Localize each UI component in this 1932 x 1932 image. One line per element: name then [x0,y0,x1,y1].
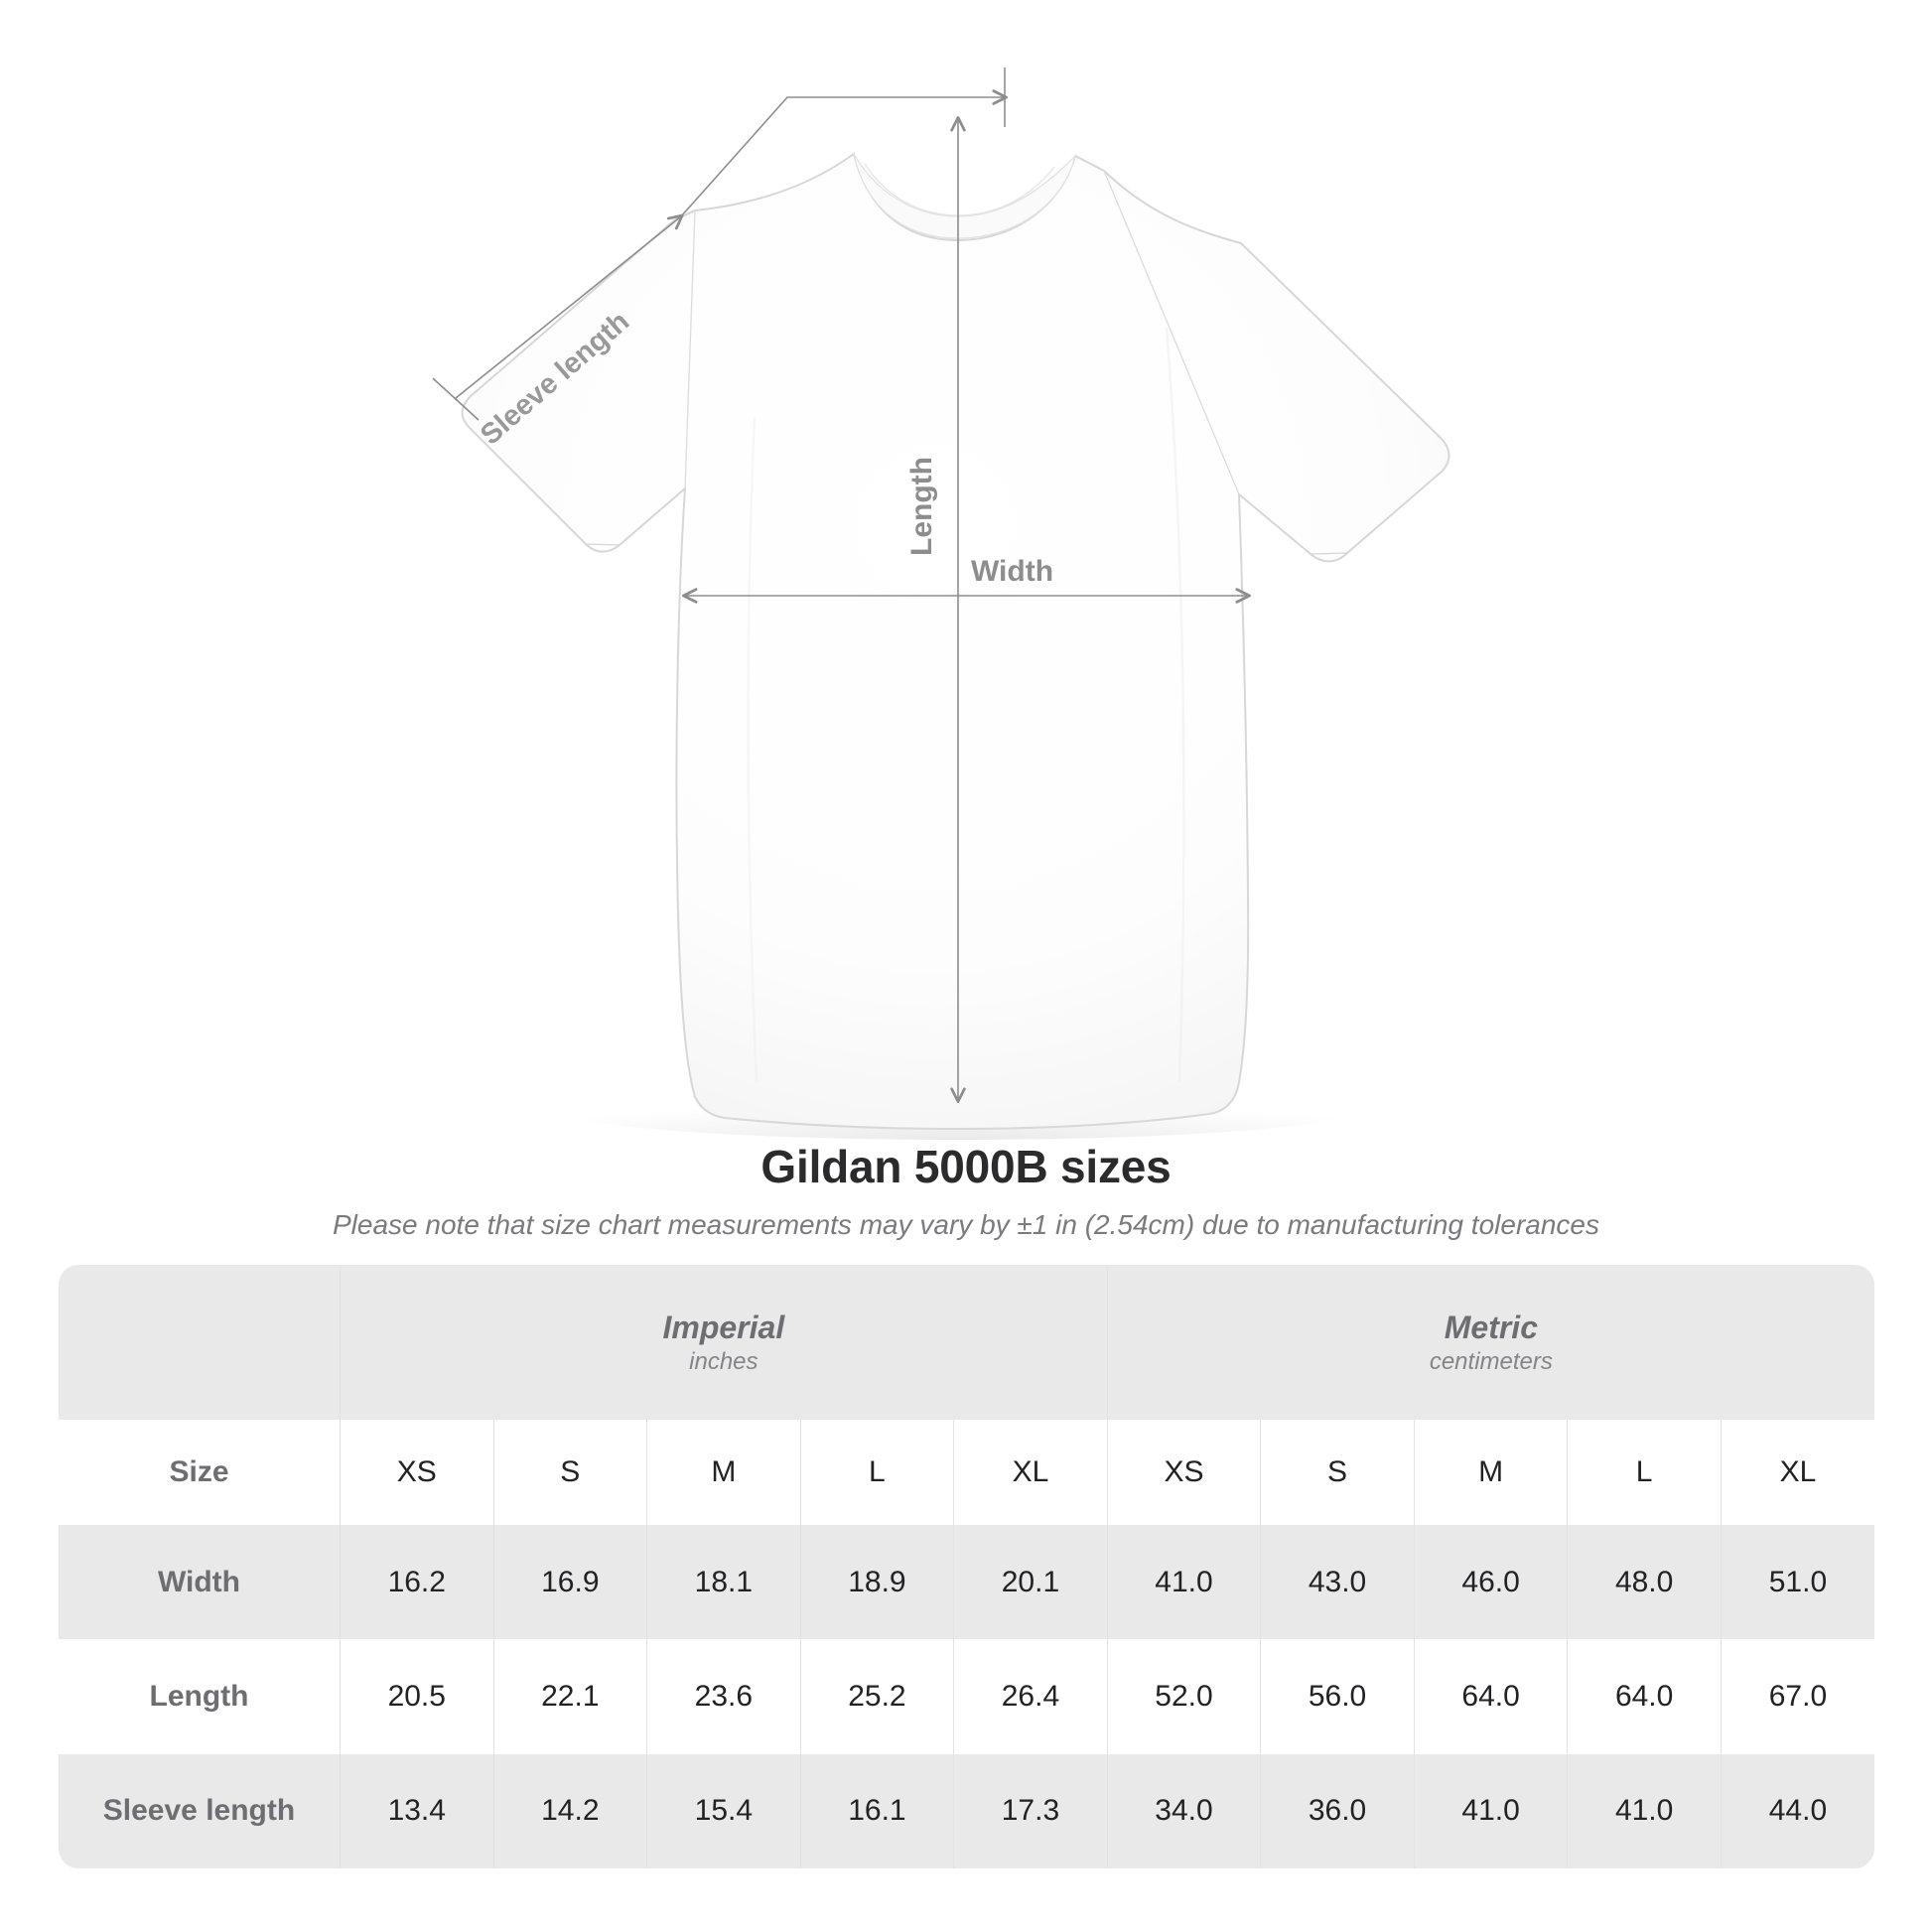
svg-text:Length: Length [905,457,938,556]
svg-text:Width: Width [971,555,1053,588]
